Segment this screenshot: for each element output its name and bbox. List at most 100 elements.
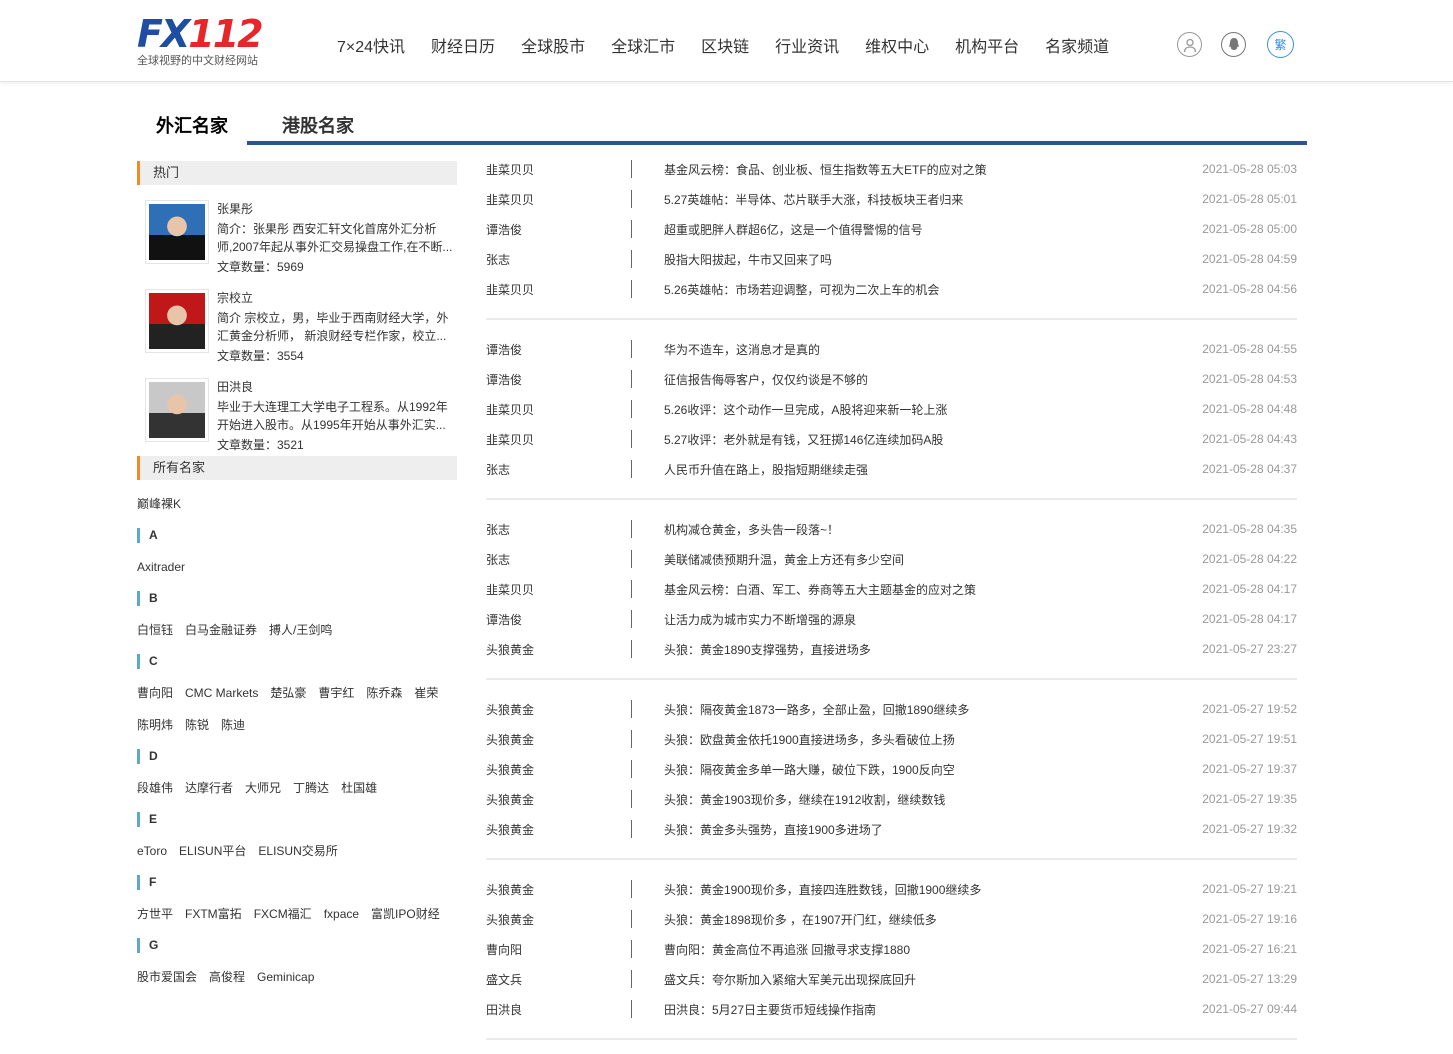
expert-link[interactable]: Geminicap [257,970,315,984]
article-row[interactable]: 张志 人民币升值在路上，股指短期继续走强 2021-05-28 04:37 [486,454,1297,484]
article-author[interactable]: 韭菜贝贝 [486,582,535,597]
expert-link[interactable]: 白马金融证券 [185,623,258,637]
article-title[interactable]: 5.26英雄帖：市场若迎调整，可视为二次上车的机会 [664,282,940,297]
article-title[interactable]: 超重或肥胖人群超6亿，这是一个值得警惕的信号 [664,222,923,237]
article-author[interactable]: 韭菜贝贝 [486,282,535,297]
article-row[interactable]: 头狼黄金 头狼：隔夜黄金1873一路多，全部止盈，回撤1890继续多 2021-05… [486,694,1297,724]
expert-link[interactable]: FXTM富拓 [185,907,242,921]
nav-item[interactable]: 名家频道 [1045,39,1110,56]
expert-card[interactable]: 宗校立 简介 宗校立，男，毕业于西南财经大学，外汇黄金分析师， 新浪财经专栏作家，… [137,250,457,363]
article-row[interactable]: 头狼黄金 头狼：黄金1898现价多 ，在1907开门红，继续低多 2021-05-2… [486,904,1297,934]
expert-link[interactable]: 段雄伟 [137,781,174,795]
expert-avatar[interactable] [145,289,209,353]
article-title[interactable]: 头狼：黄金1890支撑强势，直接进场多 [664,642,871,657]
expert-link[interactable]: 杜国雄 [341,781,378,795]
article-title[interactable]: 华为不造车，这消息才是真的 [664,342,821,357]
article-author[interactable]: 韭菜贝贝 [486,162,535,177]
article-author[interactable]: 张志 [486,252,511,267]
article-title[interactable]: 头狼：黄金1903现价多，继续在1912收割，继续数钱 [664,792,946,807]
nav-item[interactable]: 全球股市 [521,39,586,56]
article-author[interactable]: 头狼黄金 [486,822,535,837]
article-author[interactable]: 曹向阳 [486,942,523,957]
article-title[interactable]: 美联储减债预期升温，黄金上方还有多少空间 [664,552,905,567]
article-author[interactable]: 头狼黄金 [486,732,535,747]
article-row[interactable]: 韭菜贝贝 5.26英雄帖：市场若迎调整，可视为二次上车的机会 2021-05-28 … [486,274,1297,304]
article-row[interactable]: 韭菜贝贝 基金风云榜：白酒、军工、券商等五大主题基金的应对之策 2021-05-28… [486,574,1297,604]
expert-link[interactable]: 达摩行者 [185,781,234,795]
expert-name[interactable]: 张果彤 [217,202,254,216]
article-row[interactable]: 头狼黄金 头狼：隔夜黄金多单一路大赚，破位下跌，1900反向空 2021-05-27… [486,754,1297,784]
expert-link[interactable]: Axitrader [137,560,186,574]
traditional-chinese-toggle[interactable]: 繁 [1267,31,1294,58]
expert-avatar[interactable] [145,200,209,264]
article-author[interactable]: 头狼黄金 [486,762,535,777]
expert-link[interactable]: 方世平 [137,907,174,921]
expert-link[interactable]: 富凯IPO财经 [371,907,440,921]
article-author[interactable]: 张志 [486,552,511,567]
nav-item[interactable]: 机构平台 [955,39,1020,56]
expert-name[interactable]: 宗校立 [217,291,254,305]
expert-link[interactable]: 丁腾达 [293,781,330,795]
nav-item[interactable]: 区块链 [701,39,750,56]
expert-link[interactable]: 陈乔森 [366,686,403,700]
article-title[interactable]: 头狼：黄金1900现价多，直接四连胜数钱，回撤1900继续多 [664,882,982,897]
tab-forex-experts[interactable]: 外汇名家 [156,116,228,136]
article-title[interactable]: 曹向阳：黄金高位不再追涨 回撤寻求支撑1880 [664,942,911,957]
article-row[interactable]: 曹向阳 曹向阳：黄金高位不再追涨 回撤寻求支撑1880 2021-05-27 16:… [486,934,1297,964]
article-row[interactable]: 谭浩俊 华为不造车，这消息才是真的 2021-05-28 04:55 [486,334,1297,364]
article-author[interactable]: 谭浩俊 [486,372,523,387]
article-title[interactable]: 头狼：隔夜黄金多单一路大赚，破位下跌，1900反向空 [664,762,955,777]
article-author[interactable]: 头狼黄金 [486,792,535,807]
article-author[interactable]: 谭浩俊 [486,612,523,627]
article-title[interactable]: 田洪良：5月27日主要货币短线操作指南 [664,1002,877,1017]
expert-link[interactable]: 楚弘豪 [270,686,307,700]
article-row[interactable]: 谭浩俊 征信报告侮辱客户，仅仅约谈是不够的 2021-05-28 04:53 [486,364,1297,394]
article-row[interactable]: 头狼黄金 头狼：黄金1890支撑强势，直接进场多 2021-05-27 23:27 [486,634,1297,664]
expert-link[interactable]: 陈明炜 [137,718,174,732]
article-row[interactable]: 谭浩俊 让活力成为城市实力不断增强的源泉 2021-05-28 04:17 [486,604,1297,634]
article-row[interactable]: 盛文兵 盛文兵：夸尔斯加入紧缩大军美元出现探底回升 2021-05-27 13:29 [486,964,1297,994]
article-title[interactable]: 基金风云榜：白酒、军工、券商等五大主题基金的应对之策 [664,582,977,597]
article-title[interactable]: 头狼：隔夜黄金1873一路多，全部止盈，回撤1890继续多 [664,702,970,717]
article-author[interactable]: 谭浩俊 [486,222,523,237]
article-title[interactable]: 头狼：黄金1898现价多 ，在1907开门红，继续低多 [664,912,937,927]
expert-link[interactable]: 高俊程 [209,970,246,984]
article-title[interactable]: 机构减仓黄金，多头告一段落~！ [664,522,840,537]
article-title[interactable]: 征信报告侮辱客户，仅仅约谈是不够的 [664,372,869,387]
article-author[interactable]: 盛文兵 [486,972,523,987]
article-author[interactable]: 韭菜贝贝 [486,432,535,447]
expert-link[interactable]: 股市爱国会 [137,970,198,984]
article-row[interactable]: 韭菜贝贝 基金风云榜：食品、创业板、恒生指数等五大ETF的应对之策 2021-05-… [486,154,1297,184]
nav-item[interactable]: 维权中心 [865,39,930,56]
expert-link[interactable]: fxpace [323,907,360,921]
expert-link[interactable]: 陈迪 [221,718,246,732]
article-row[interactable]: 头狼黄金 头狼：黄金1903现价多，继续在1912收割，继续数钱 2021-05-2… [486,784,1297,814]
article-row[interactable]: 韭菜贝贝 5.27收评：老外就是有钱，又狂掷146亿连续加码A股 2021-05-2… [486,424,1297,454]
expert-link[interactable]: 巅峰裸K [137,497,182,511]
nav-item[interactable]: 全球汇市 [611,39,676,56]
article-author[interactable]: 田洪良 [486,1002,523,1017]
expert-link[interactable]: 曹向阳 [137,686,174,700]
article-row[interactable]: 张志 机构减仓黄金，多头告一段落~！ 2021-05-28 04:35 [486,514,1297,544]
article-row[interactable]: 谭浩俊 超重或肥胖人群超6亿，这是一个值得警惕的信号 2021-05-28 05:0… [486,214,1297,244]
article-author[interactable]: 头狼黄金 [486,912,535,927]
nav-item[interactable]: 7×24快讯 [337,39,406,56]
expert-link[interactable]: FXCM福汇 [253,907,312,921]
article-author[interactable]: 韭菜贝贝 [486,402,535,417]
article-title[interactable]: 人民币升值在路上，股指短期继续走强 [664,462,869,477]
article-title[interactable]: 盛文兵：夸尔斯加入紧缩大军美元出现探底回升 [664,972,917,987]
expert-link[interactable]: 陈锐 [185,718,210,732]
expert-card[interactable]: 张果彤 简介：张果彤 西安汇轩文化首席外汇分析师,2007年起从事外汇交易操盘工作… [137,161,457,274]
article-row[interactable]: 头狼黄金 头狼：黄金1900现价多，直接四连胜数钱，回撤1900继续多 2021-0… [486,874,1297,904]
article-title[interactable]: 让活力成为城市实力不断增强的源泉 [664,612,857,627]
article-title[interactable]: 股指大阳拔起，牛市又回来了吗 [664,252,833,267]
article-author[interactable]: 张志 [486,462,511,477]
article-row[interactable]: 张志 美联储减债预期升温，黄金上方还有多少空间 2021-05-28 04:22 [486,544,1297,574]
qq-icon[interactable] [1221,32,1246,57]
tab-hk-stock-experts[interactable]: 港股名家 [282,116,354,136]
logo[interactable]: FX112 全球视野的中文财经网站 [137,14,277,68]
article-author[interactable]: 头狼黄金 [486,702,535,717]
expert-link[interactable]: 搏人/王剑鸣 [269,623,333,637]
expert-link[interactable]: 白恒钰 [137,623,174,637]
article-title[interactable]: 基金风云榜：食品、创业板、恒生指数等五大ETF的应对之策 [664,162,987,177]
